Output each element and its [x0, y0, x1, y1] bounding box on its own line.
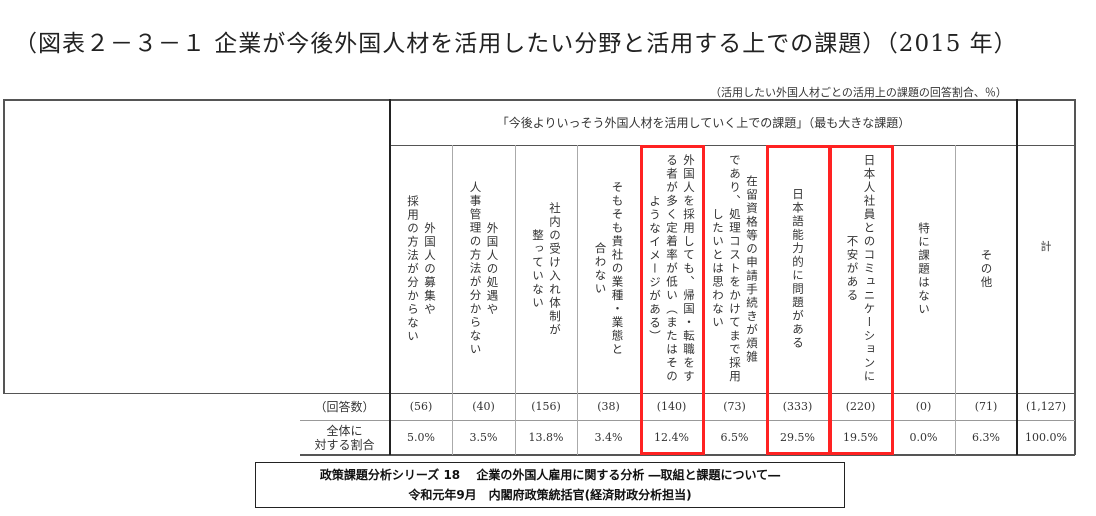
table-cell: 6.5%: [720, 431, 749, 444]
unit-note: （活用したい外国人材ごとの活用上の課題の回答割合、％）: [710, 86, 1007, 99]
column-header-label: 日本人社員とのコミュニケーションに 不安がある: [845, 154, 877, 384]
column-header-label: そもそも貴社の業種・業態と 合わない: [593, 181, 625, 357]
footer-line1: 政策課題分析シリーズ 18 企業の外国人雇用に関する分析 ―取組と課題について―: [319, 468, 781, 482]
table-cell: 13.8%: [528, 431, 564, 444]
highlight-box: [829, 145, 894, 455]
table-cell: (220): [845, 400, 876, 413]
table-cell: (156): [531, 400, 561, 413]
table-cell: 3.5%: [469, 431, 498, 444]
column-header-label: 外国人の処遇や 人事管理の方法が分からない: [468, 181, 500, 357]
column-header-label: 外国人を採用しても、帰国・転職をす る者が多く定着率が低い（またはその ようなイ…: [648, 154, 696, 384]
column-header-label: 外国人の募集や 採用の方法が分からない: [406, 194, 437, 344]
column-line: [577, 145, 578, 455]
column-header: そもそも貴社の業種・業態と 合わない: [577, 147, 640, 391]
table-cell: (40): [472, 400, 495, 413]
table-cell: (333): [782, 400, 813, 413]
table-cell: (140): [656, 400, 687, 413]
column-line: [515, 145, 516, 455]
table-right-border: [1074, 99, 1076, 455]
table-cell: (38): [597, 400, 620, 413]
highlight-box: [766, 145, 831, 455]
table-cell: 12.4%: [654, 431, 689, 444]
column-header: 計: [1017, 99, 1075, 393]
table-cell: 3.4%: [594, 431, 623, 444]
table-cell: 0.0%: [909, 431, 938, 444]
column-header: 外国人を採用しても、帰国・転職をす る者が多く定着率が低い（またはその ようなイ…: [640, 147, 703, 391]
table-left-border: [3, 99, 5, 393]
column-line: [955, 145, 956, 455]
data-table: 「今後よりいっそう外国人材を活用していく上での課題」（最も大きな課題） 外国人の…: [3, 99, 1076, 456]
column-header: 外国人の処遇や 人事管理の方法が分からない: [452, 147, 515, 391]
row-line: [3, 393, 1075, 394]
row-label: 全体に 対する割合: [314, 423, 375, 452]
row-line: [300, 420, 1075, 421]
table-cell: 5.0%: [407, 431, 435, 444]
table-top-border: [3, 99, 1075, 101]
column-header-label: 社内の受け入れ体制が 整っていない: [531, 201, 562, 337]
table-cell: (1,127): [1025, 400, 1067, 413]
column-header: 在留資格等の申請手続きが煩雑 であり、処理コストをかけてまで採用 したいとは思わ…: [703, 147, 766, 391]
column-header-label: 計: [1040, 240, 1052, 253]
footer-line2: 令和元年9月 内閣府政策統括官(経済財政分析担当): [408, 488, 692, 502]
column-header-label: その他: [979, 248, 994, 290]
column-header: 外国人の募集や 採用の方法が分からない: [390, 147, 452, 391]
column-header: 日本人社員とのコミュニケーションに 不安がある: [829, 147, 892, 391]
column-header: 社内の受け入れ体制が 整っていない: [515, 147, 577, 391]
column-header-label: 日本語能力的に問題がある: [791, 188, 805, 350]
table-cell: 19.5%: [843, 431, 878, 444]
column-header-label: 特に課題はない: [917, 221, 931, 317]
footer-box: 政策課題分析シリーズ 18 企業の外国人雇用に関する分析 ―取組と課題について―…: [255, 462, 845, 508]
stub-divider: [389, 99, 391, 455]
column-header-label: 在留資格等の申請手続きが煩雑 であり、処理コストをかけてまで採用 したいとは思わ…: [711, 154, 759, 384]
table-cell: (73): [723, 400, 746, 413]
figure-title: （図表２－３－１ 企業が今後外国人材を活用したい分野と活用する上での課題）（20…: [14, 31, 1018, 57]
group-header: 「今後よりいっそう外国人材を活用していく上での課題」（最も大きな課題）: [496, 115, 911, 130]
row-line: [390, 145, 1075, 146]
column-line: [452, 145, 453, 455]
table-cell: (56): [409, 400, 433, 413]
table-cell: 100.0%: [1025, 431, 1067, 444]
highlight-box: [640, 145, 705, 455]
row-label: （回答数）: [314, 399, 375, 414]
table-cell: 29.5%: [780, 431, 815, 444]
table-cell: (0): [915, 400, 932, 413]
column-header: 日本語能力的に問題がある: [766, 147, 829, 391]
table-cell: (71): [974, 400, 998, 413]
column-header: 特に課題はない: [892, 147, 955, 391]
table-cell: 6.3%: [972, 431, 1000, 444]
total-divider: [1016, 99, 1018, 455]
column-header: その他: [955, 147, 1017, 391]
